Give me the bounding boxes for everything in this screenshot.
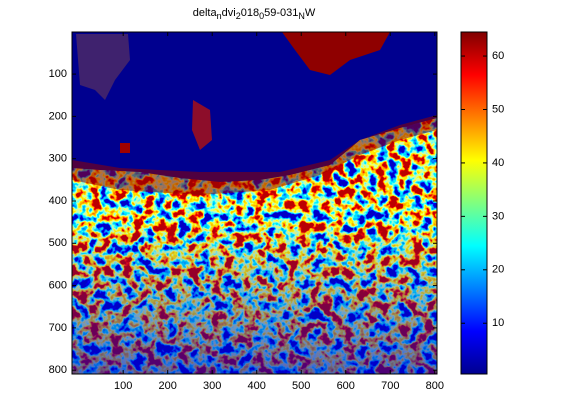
y-tick-label: 700 [49,322,67,334]
y-tick-label: 200 [49,110,67,122]
y-tick-label: 400 [49,195,67,207]
y-tick-label: 800 [49,364,67,376]
x-tick-label: 400 [248,380,266,392]
colorbar-tick-label: 50 [492,103,504,115]
colorbar-tick-label: 40 [492,157,504,169]
y-tick-label: 300 [49,153,67,165]
colorbar [460,31,488,375]
y-tick-label: 500 [49,237,67,249]
x-tick-label: 600 [337,380,355,392]
title-part: N [298,11,305,21]
chart-title: deltandvi2018059-031NW [193,7,316,21]
colorbar-tick-label: 60 [492,50,504,62]
title-part: 2 [236,11,241,21]
colorbar-tick-label: 30 [492,210,504,222]
axes-box [71,31,438,375]
colorbar-tick-label: 20 [492,264,504,276]
title-part: W [305,7,316,19]
colorbar-tick-label: 10 [492,317,504,329]
x-tick-label: 500 [292,380,310,392]
title-part: delta [193,7,218,19]
y-tick-label: 600 [49,279,67,291]
x-tick-label: 300 [203,380,221,392]
x-tick-label: 100 [114,380,132,392]
x-tick-label: 200 [159,380,177,392]
title-part: 0 [259,11,264,21]
y-tick-label: 100 [49,68,67,80]
title-part: n [217,11,222,21]
title-part: dvi [222,7,236,19]
title-part: 59-031 [264,7,298,19]
image [72,32,437,374]
title-part: 018 [241,7,259,19]
x-tick-label: 800 [426,380,444,392]
x-tick-label: 700 [381,380,399,392]
